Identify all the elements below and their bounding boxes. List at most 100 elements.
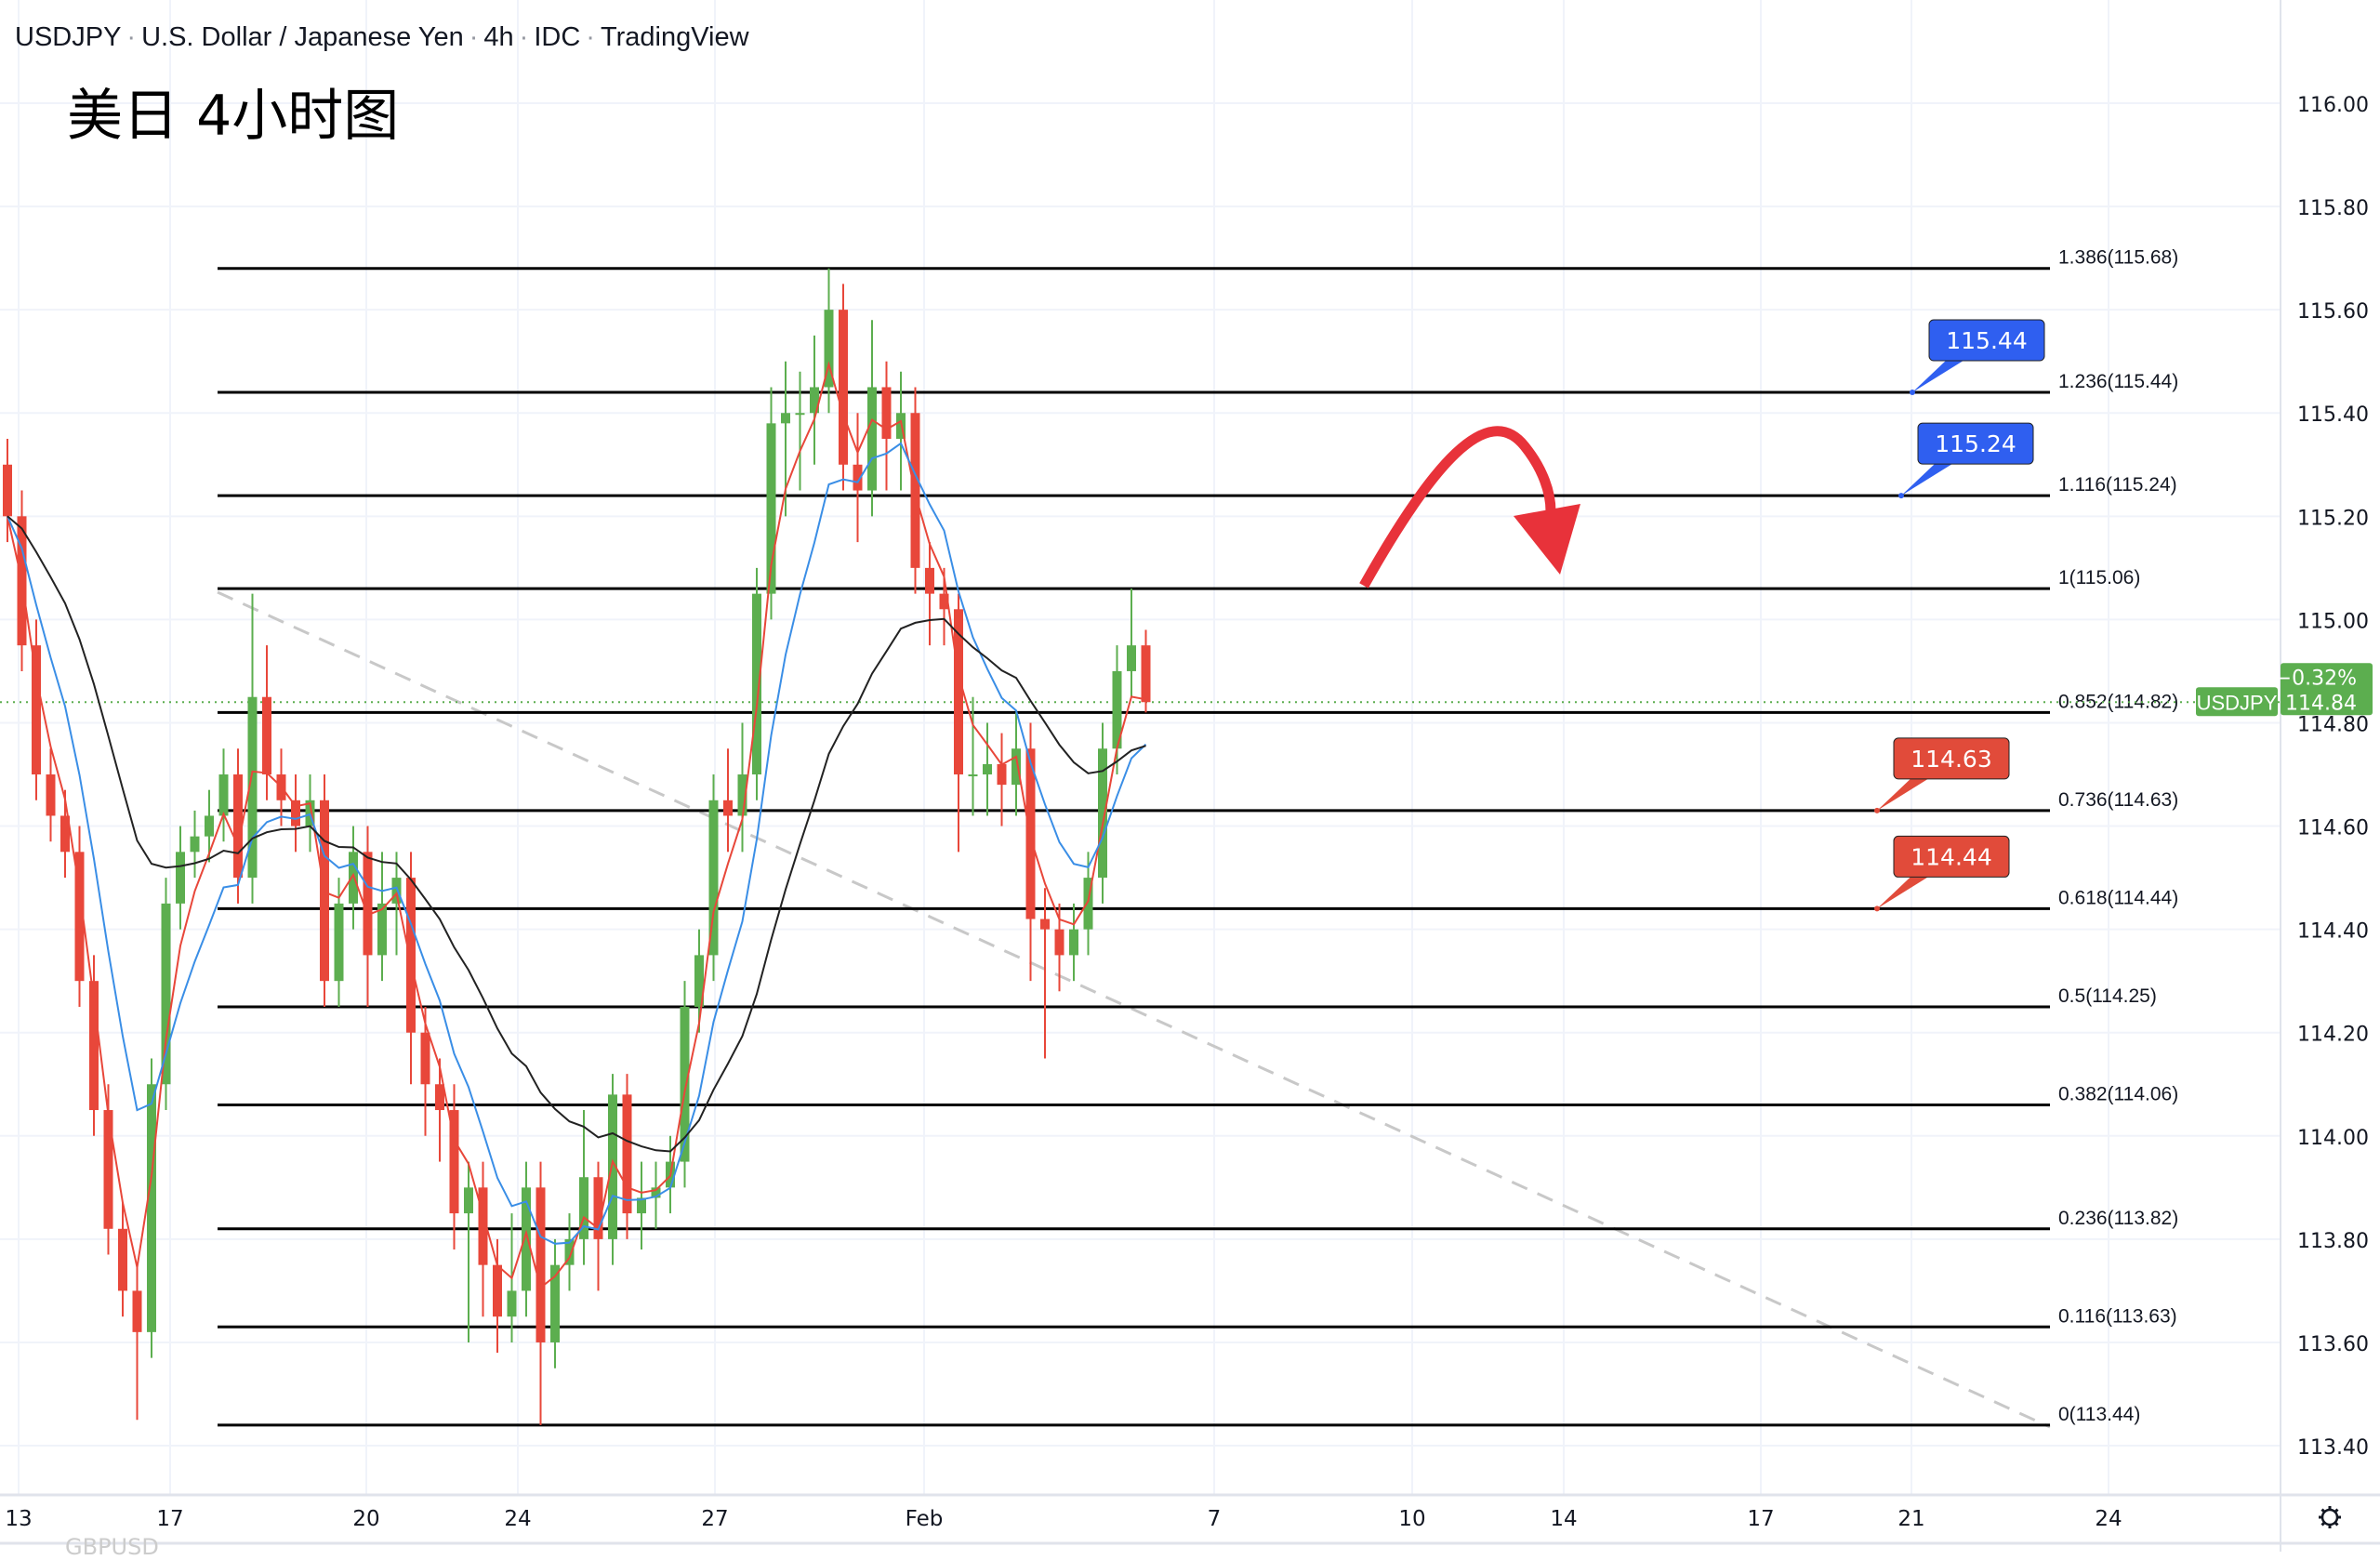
price-tick-label: 114.60 — [2297, 817, 2369, 840]
gear-icon-tooth — [2334, 1508, 2339, 1514]
candle-body — [205, 815, 214, 837]
candle-body — [766, 423, 776, 594]
fib-level-label: 0(113.44) — [2058, 1404, 2140, 1425]
time-tick-label: 10 — [1398, 1507, 1425, 1531]
price-tick-label: 115.80 — [2297, 197, 2369, 220]
fib-level-label: 0.116(113.63) — [2058, 1305, 2177, 1327]
candle-body — [680, 1006, 690, 1162]
candle-body — [1083, 878, 1093, 930]
candle-body — [723, 800, 733, 816]
candle-body — [89, 981, 99, 1111]
candle-body — [349, 852, 358, 904]
last-price-label — [2281, 663, 2373, 716]
chart-header: USDJPY · U.S. Dollar / Japanese Yen · 4h · IDC… — [15, 22, 749, 52]
fib-level-label: 0.736(114.63) — [2058, 789, 2178, 811]
candle-body — [637, 1197, 646, 1214]
price-callout — [1928, 319, 2045, 362]
trendline — [217, 590, 2051, 1429]
callout-anchor — [1910, 390, 1915, 396]
candle-body — [391, 878, 402, 904]
candle-body — [536, 1187, 546, 1342]
time-tick-label: 17 — [156, 1507, 183, 1531]
red-arrow-head — [1514, 504, 1580, 575]
time-tick-label: 27 — [701, 1507, 728, 1531]
candle-body — [839, 310, 848, 465]
candle-body — [449, 1110, 459, 1214]
candle-body — [550, 1264, 560, 1342]
candle-body — [74, 852, 85, 982]
candle-body — [1098, 748, 1107, 879]
fib-level-label: 0.236(113.82) — [2058, 1208, 2178, 1229]
price-tick-label: 115.40 — [2297, 403, 2369, 427]
candle-body — [752, 593, 761, 775]
candle-body — [795, 413, 805, 416]
fib-level-label: 0.852(114.82) — [2058, 691, 2178, 712]
platform: TradingView — [600, 22, 749, 52]
candle-body — [694, 955, 704, 1007]
candle-body — [983, 763, 992, 775]
candle-body — [1054, 929, 1064, 956]
time-tick-label: 13 — [5, 1507, 32, 1531]
candle-body — [651, 1187, 661, 1198]
candle-body — [954, 609, 963, 775]
candle-body — [1127, 645, 1136, 671]
ma-fast-line — [7, 361, 1146, 1289]
symbol-name: U.S. Dollar / Japanese Yen — [141, 22, 464, 52]
price-tick-label: 113.40 — [2297, 1436, 2369, 1460]
candle-body — [1141, 645, 1151, 703]
callout-anchor — [1874, 807, 1880, 813]
price-tick-label: 114.80 — [2297, 713, 2369, 736]
time-tick-label: 24 — [2095, 1507, 2122, 1531]
candle-body — [608, 1094, 617, 1239]
symbol-label — [2196, 687, 2278, 717]
price-tick-label: 115.20 — [2297, 507, 2369, 530]
candle-body — [32, 645, 41, 775]
fib-level-label: 0.5(114.25) — [2058, 985, 2157, 1007]
candle-body — [233, 774, 243, 879]
candle-body — [60, 815, 70, 853]
candle-body — [435, 1084, 444, 1111]
candle-body — [507, 1290, 517, 1317]
red-arrow-curve — [1359, 426, 1556, 588]
candle-body — [867, 387, 877, 491]
candle-body — [262, 696, 271, 775]
price-callout — [1917, 422, 2034, 465]
candle-body — [176, 852, 185, 904]
callout-pointer — [1877, 875, 1931, 909]
candle-body — [1012, 748, 1021, 786]
chart-annotation: 美日 4小时图 — [67, 84, 400, 149]
price-change-text: −0.32% — [2275, 667, 2357, 690]
candle-body — [46, 774, 56, 816]
watermark: GBPUSD — [65, 1534, 159, 1560]
candle-body — [853, 464, 863, 491]
symbol-label-text: USDJPY — [2197, 691, 2278, 714]
candle-body — [478, 1187, 488, 1265]
fib-level-label: 1.116(115.24) — [2058, 474, 2177, 496]
candle-body — [363, 852, 373, 956]
source: IDC — [534, 22, 581, 52]
price-tick-label: 115.00 — [2297, 610, 2369, 633]
time-tick-label: 24 — [504, 1507, 531, 1531]
gear-icon-tooth — [2320, 1508, 2326, 1514]
price-tick-label: 114.00 — [2297, 1127, 2369, 1150]
candle-body — [218, 774, 229, 816]
callout-anchor — [1898, 493, 1904, 499]
price-tick-label: 113.80 — [2297, 1230, 2369, 1253]
price-callout-text: 114.63 — [1911, 746, 1991, 773]
time-tick-label: 20 — [352, 1507, 379, 1531]
candle-body — [579, 1177, 588, 1239]
gear-icon[interactable] — [2319, 1506, 2341, 1528]
candle-body — [190, 836, 200, 853]
candle-body — [334, 903, 344, 982]
fib-level-label: 1(115.06) — [2058, 567, 2140, 588]
candle-body — [1040, 919, 1050, 930]
candle-body — [781, 413, 790, 424]
candle-body — [708, 800, 719, 956]
candle-body — [420, 1032, 430, 1085]
time-tick-label: 17 — [1747, 1507, 1774, 1531]
price-callout-text: 115.44 — [1946, 327, 2027, 354]
last-price-text: 114.84 — [2285, 692, 2357, 715]
price-callout — [1893, 737, 2010, 780]
price-tick-label: 114.40 — [2297, 920, 2369, 944]
